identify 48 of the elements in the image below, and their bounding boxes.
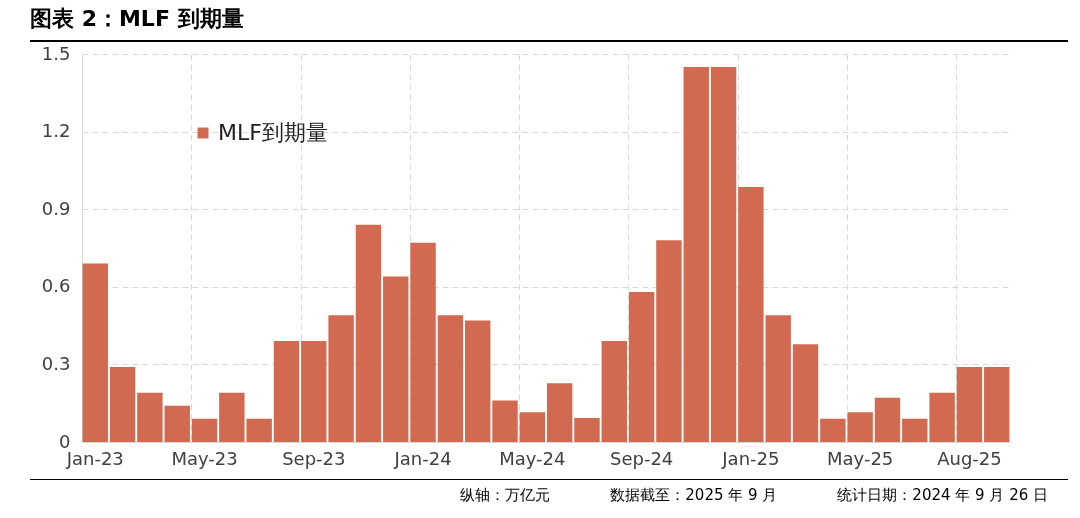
legend-label: MLF到期量 <box>218 120 328 145</box>
bar <box>628 291 655 442</box>
chart-title: 图表 2：MLF 到期量 <box>30 0 1068 42</box>
y-tick-label: 1.5 <box>41 42 71 64</box>
x-tick-label: Sep-24 <box>609 447 674 469</box>
bar <box>465 320 491 442</box>
bar <box>137 392 163 442</box>
x-tick-label: May-24 <box>499 447 566 469</box>
bar <box>191 418 218 442</box>
bar <box>273 341 300 442</box>
bar <box>765 315 791 442</box>
y-tick-label: 1.2 <box>41 120 71 142</box>
bar <box>301 341 327 442</box>
bar <box>82 263 108 442</box>
y-tick-label: 0.3 <box>41 352 71 374</box>
bar <box>929 392 955 442</box>
bar <box>710 66 737 442</box>
bar <box>956 366 983 442</box>
text: 纵轴：万亿元 <box>460 486 551 505</box>
bar <box>355 224 382 442</box>
bar <box>683 66 709 442</box>
bar <box>328 315 354 442</box>
bar <box>984 366 1010 442</box>
bar <box>792 344 819 442</box>
bar <box>574 417 600 442</box>
x-tick-label: Jan-25 <box>721 447 780 469</box>
bar <box>546 383 573 442</box>
y-tick-label: 0.9 <box>41 197 71 219</box>
bar <box>164 405 190 442</box>
x-tick-label: Sep-23 <box>282 447 346 469</box>
bar <box>492 400 518 442</box>
bar <box>902 418 928 442</box>
bar <box>109 366 136 442</box>
bar <box>410 242 436 442</box>
bar <box>519 412 546 442</box>
bar <box>738 186 764 442</box>
bar <box>874 397 901 442</box>
x-tick-label: May-25 <box>827 447 894 469</box>
text: 数据截至：2025 年 9 月 <box>610 486 778 505</box>
bar <box>656 240 682 442</box>
bar <box>437 315 464 442</box>
x-tick-label: Jan-24 <box>393 447 452 469</box>
x-tick-label: Aug-25 <box>937 447 1002 469</box>
x-tick-label: May-23 <box>171 447 238 469</box>
bar <box>383 276 409 442</box>
text: 统计日期：2024 年 9 月 26 日 <box>837 486 1048 505</box>
bar <box>601 341 627 442</box>
y-tick-label: 0.6 <box>41 275 71 297</box>
